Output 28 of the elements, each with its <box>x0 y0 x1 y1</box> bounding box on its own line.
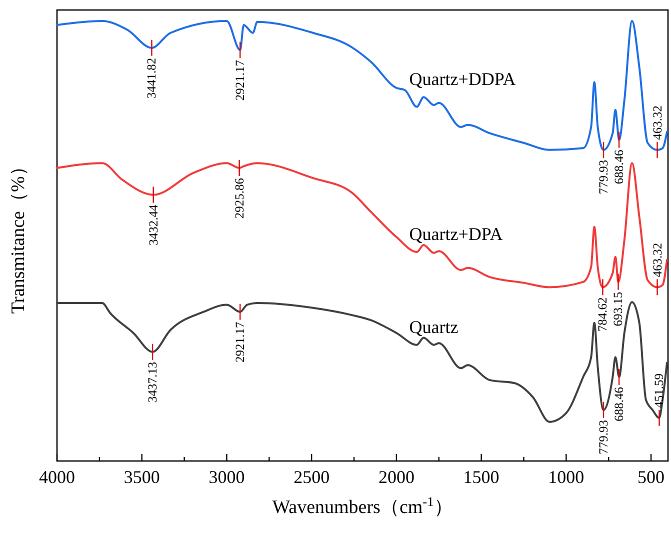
annotation: 779.93 <box>596 420 611 454</box>
series-label: Quartz+DDPA <box>409 69 516 90</box>
x-tick-label: 1000 <box>548 467 584 487</box>
annotation: 463.32 <box>650 106 664 140</box>
annotation: 688.46 <box>612 386 626 422</box>
y-axis-title: Transmitance（%） <box>8 157 29 314</box>
x-tick-label: 1500 <box>463 467 500 487</box>
x-axis-title: Wavenumbers（cm$^{-1}$） <box>272 494 453 518</box>
x-tick-label: 2000 <box>378 467 414 487</box>
annotation: 693.15 <box>611 292 626 326</box>
x-tick-label: 3000 <box>208 467 245 487</box>
annotation: 3432.44 <box>146 204 160 246</box>
annotation: 784.62 <box>596 297 610 332</box>
annotation: 688.46 <box>612 150 626 184</box>
x-tick-label: 2500 <box>294 467 330 487</box>
annotation: 2921.17 <box>233 322 248 362</box>
annotation: 2921.17 <box>233 60 248 101</box>
annotation: 779.93 <box>596 160 611 194</box>
series-label: Quartz+DPA <box>409 224 503 244</box>
annotation: 451.59 <box>652 374 666 408</box>
x-tick-label: 500 <box>638 467 665 487</box>
x-tick-label: 3500 <box>124 467 160 487</box>
annotation: 2925.86 <box>232 178 246 219</box>
annotation: 3437.13 <box>146 362 160 403</box>
annotation: 463.32 <box>650 242 664 278</box>
series-label: Quartz <box>409 316 458 337</box>
x-tick-label: 4000 <box>39 467 75 487</box>
annotation: 3441.82 <box>144 58 159 98</box>
